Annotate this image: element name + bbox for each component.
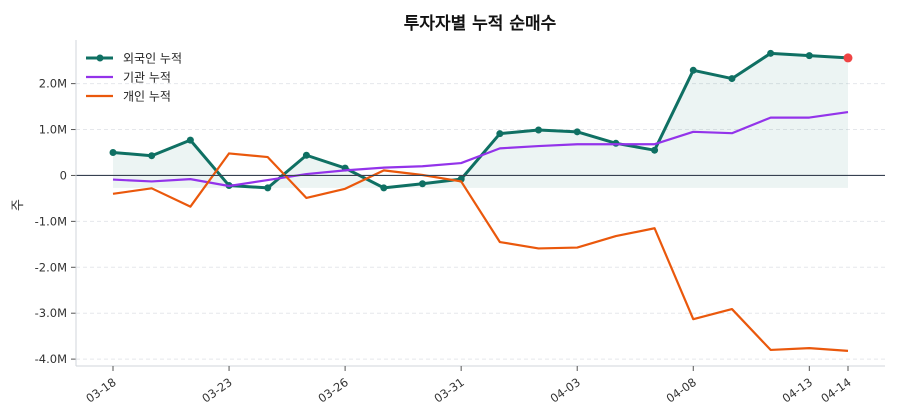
y-tick-label: -2.0M: [35, 260, 67, 274]
data-point: [728, 75, 736, 83]
data-point: [805, 52, 813, 60]
y-tick-label: 2.0M: [39, 77, 67, 91]
x-tick-label: 04-13: [780, 375, 815, 406]
data-point: [767, 49, 775, 57]
data-point: [689, 66, 697, 74]
y-tick-label: -4.0M: [35, 352, 67, 366]
x-tick-label: 04-08: [664, 375, 699, 406]
data-point: [186, 136, 194, 144]
series-line: [112, 110, 849, 188]
data-point: [418, 180, 426, 188]
legend-label: 외국인 누적: [123, 52, 182, 66]
data-point: [148, 152, 156, 160]
y-tick-label: 0: [60, 168, 67, 182]
x-tick-label: 03-23: [199, 375, 234, 406]
x-tick-label: 03-31: [431, 375, 466, 406]
chart-title: 투자자별 누적 순매수: [404, 14, 557, 34]
x-tick-label: 04-14: [818, 375, 853, 406]
data-point: [264, 184, 272, 192]
data-point: [109, 148, 117, 156]
data-point: [651, 146, 659, 154]
y-tick-label: -1.0M: [35, 214, 67, 228]
data-point: [496, 130, 504, 138]
legend-label: 기관 누적: [123, 71, 171, 85]
data-point: [380, 184, 388, 192]
data-point: [535, 126, 543, 134]
y-axis-label: 주: [11, 199, 26, 211]
y-tick-label: -3.0M: [35, 306, 67, 320]
series-line: [112, 152, 849, 352]
x-tick-label: 04-03: [548, 375, 583, 406]
legend-label: 개인 누적: [123, 90, 171, 104]
x-tick-label: 03-26: [315, 375, 350, 406]
data-point: [573, 128, 581, 136]
legend-marker: [96, 54, 104, 62]
x-tick-label: 03-18: [83, 375, 118, 406]
last-point-marker: [843, 53, 853, 63]
area-fill: [113, 53, 848, 188]
data-point: [302, 151, 310, 159]
y-tick-label: 1.0M: [39, 123, 67, 137]
